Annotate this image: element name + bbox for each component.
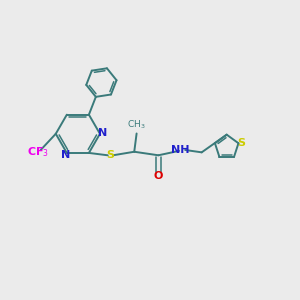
Text: N: N [98, 128, 107, 138]
Text: N: N [61, 150, 70, 160]
Text: S: S [106, 150, 114, 160]
Text: NH: NH [171, 145, 190, 155]
Text: O: O [154, 172, 163, 182]
Text: S: S [237, 138, 245, 148]
Text: CH$_3$: CH$_3$ [127, 118, 146, 131]
Text: CF$_3$: CF$_3$ [27, 146, 50, 159]
